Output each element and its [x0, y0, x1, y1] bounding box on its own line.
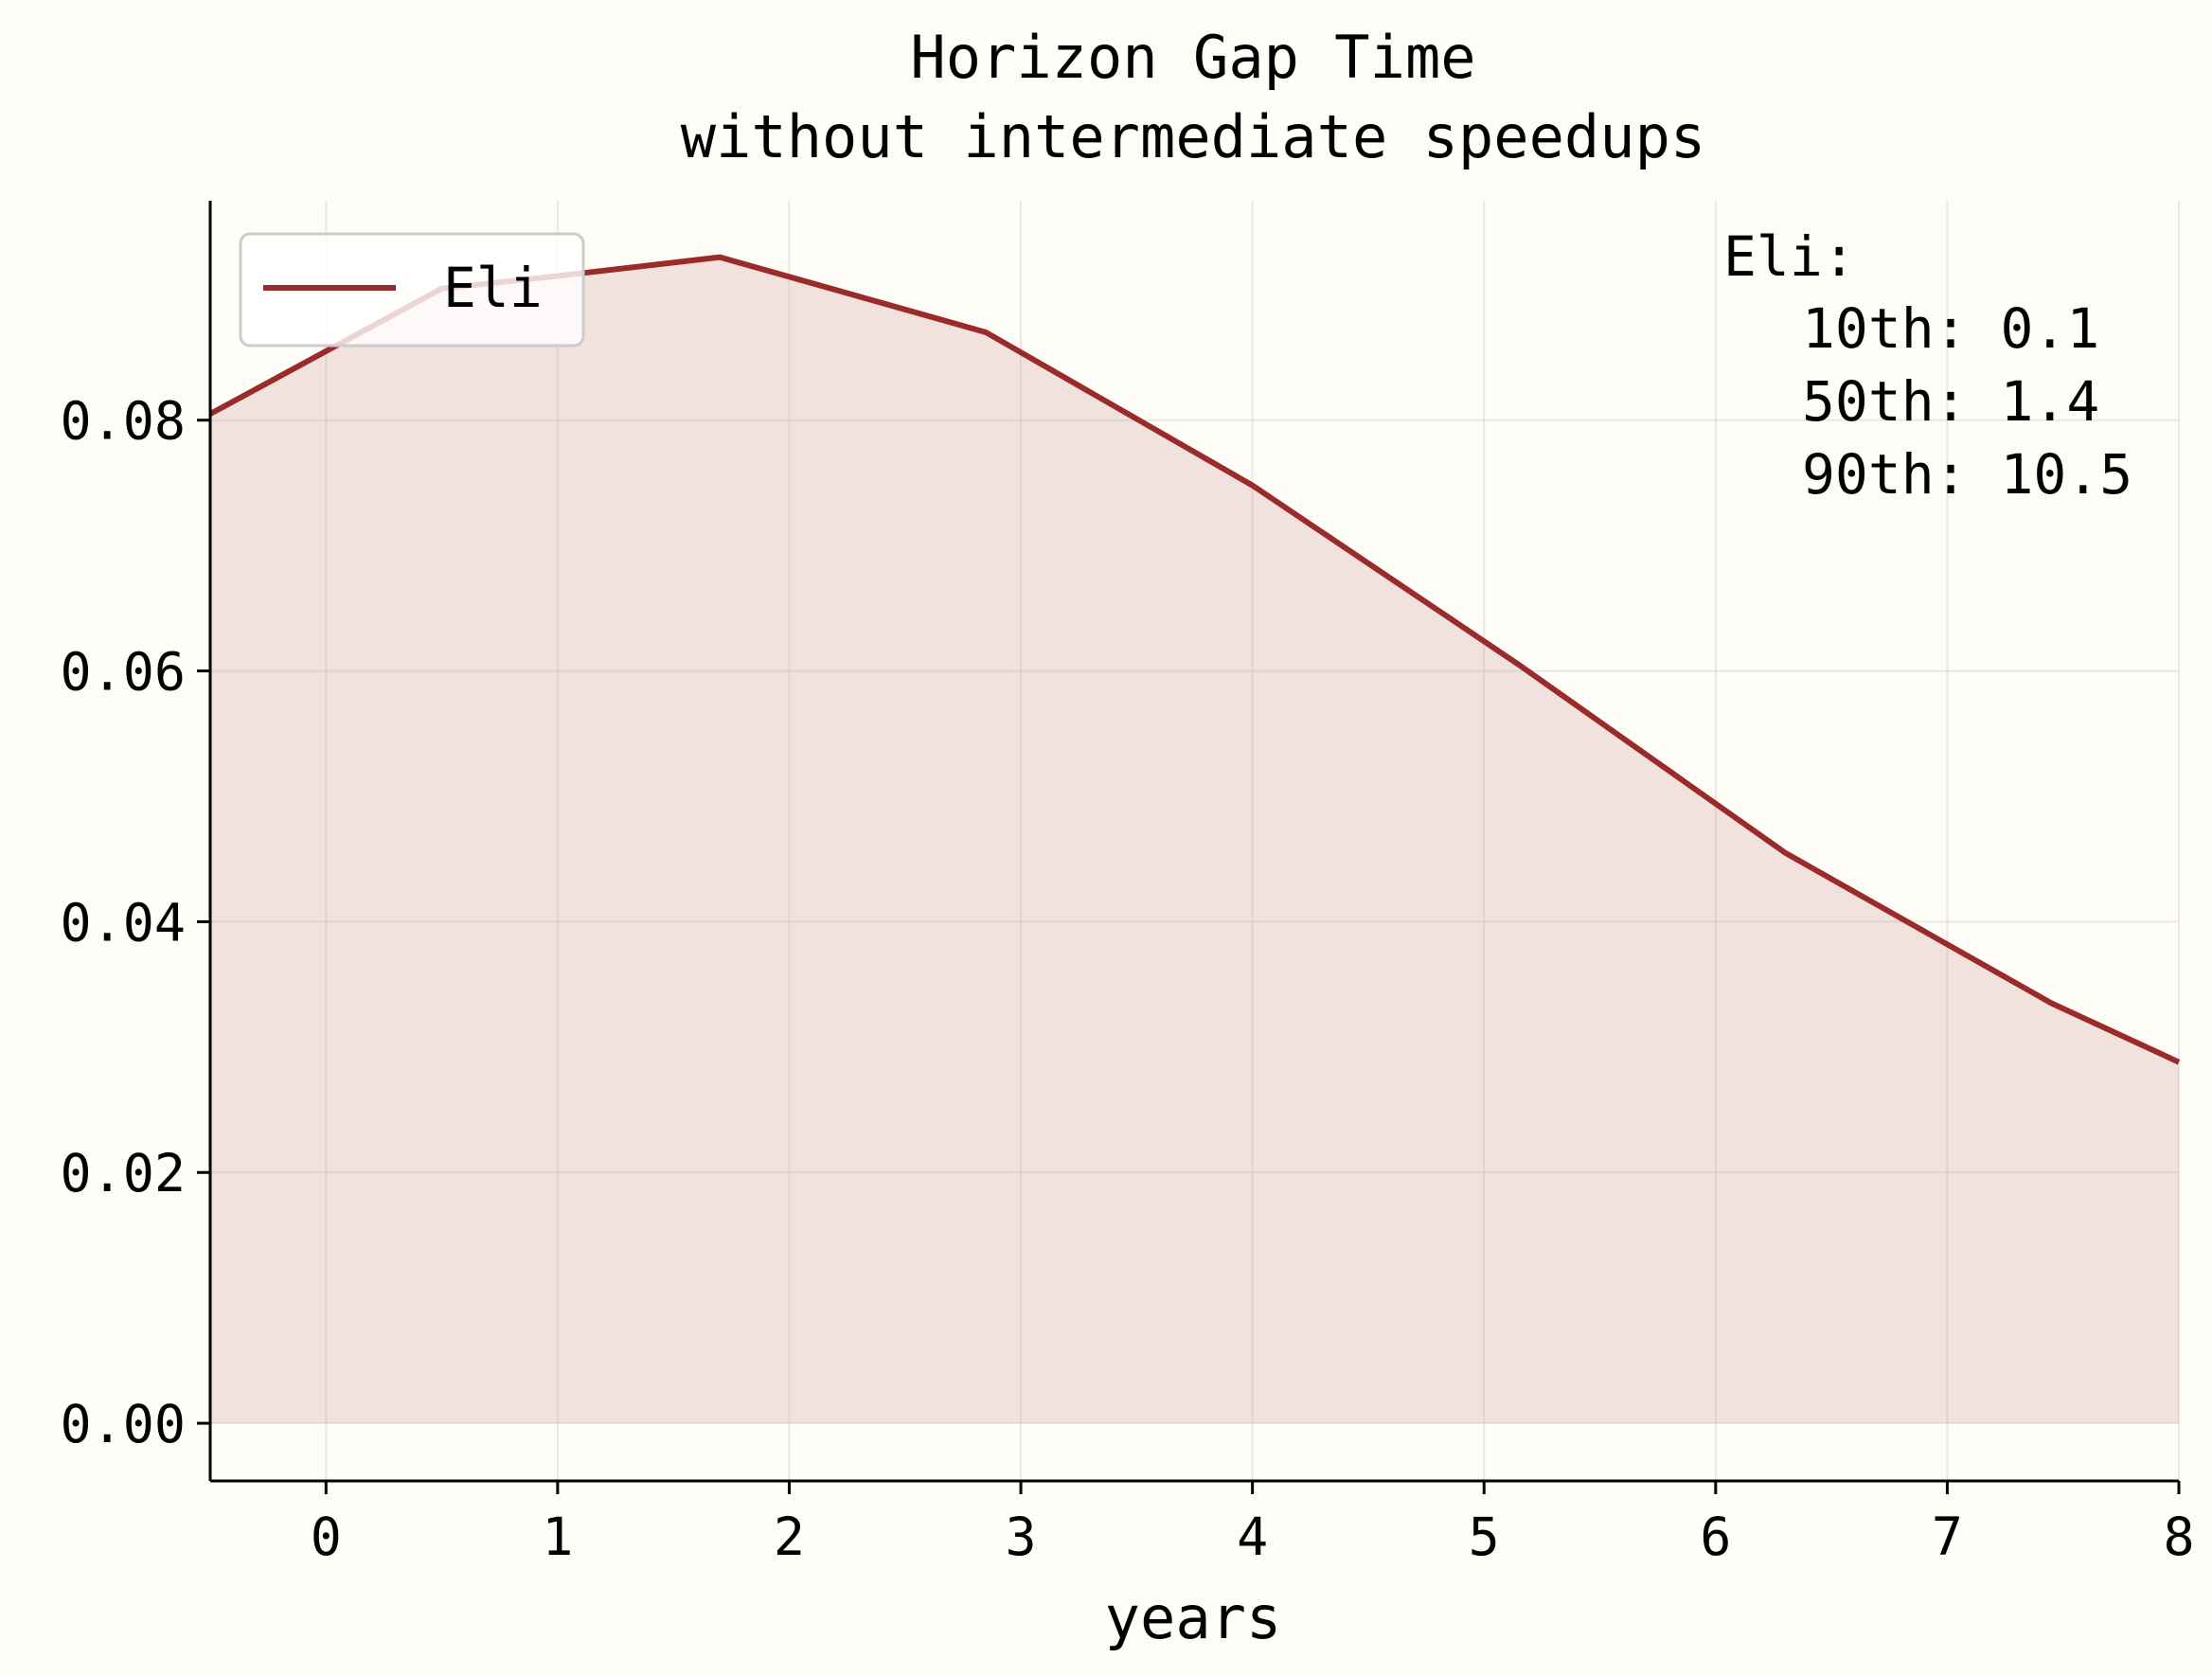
- legend-label-eli: Eli: [443, 256, 543, 320]
- y-tick-label: 0.08: [61, 391, 186, 452]
- x-tick-label: 1: [542, 1507, 573, 1567]
- x-tick-label: 4: [1237, 1507, 1268, 1567]
- y-tick-label: 0.06: [61, 642, 186, 703]
- x-tick-label: 7: [1932, 1507, 1963, 1567]
- legend-frame: [239, 232, 585, 348]
- y-tick-label: 0.00: [61, 1394, 186, 1454]
- x-tick-label: 0: [311, 1507, 342, 1567]
- y-tick-label: 0.02: [61, 1143, 186, 1204]
- x-axis-label: years: [1105, 1583, 1282, 1652]
- axes: [208, 201, 2179, 1483]
- x-tick-label: 6: [1700, 1507, 1731, 1567]
- x-tick-label: 2: [774, 1507, 805, 1567]
- legend: Eli: [239, 232, 585, 348]
- annotation-90th: 90th: 10.5: [1802, 442, 2132, 507]
- chart-title-line-2: without intermediate speedups: [681, 102, 1706, 171]
- x-tick-label: 3: [1005, 1507, 1036, 1567]
- chart-title-line-1: Horizon Gap Time: [910, 23, 1475, 92]
- x-tick-label: 5: [1469, 1507, 1500, 1567]
- annotation-50th: 50th: 1.4: [1802, 369, 2099, 434]
- grid: [210, 201, 2180, 1481]
- y-tick-label: 0.04: [61, 892, 186, 953]
- series-area-eli: [210, 257, 2179, 1424]
- percentile-annotation: Eli: 10th: 0.1 50th: 1.4 90th: 10.5: [1723, 224, 2132, 507]
- annotation-header: Eli:: [1723, 224, 1856, 289]
- x-axis-ticks: 0 1 2 3 4 5 6 7 8: [311, 1481, 2195, 1567]
- area-fill-layer: [210, 257, 2179, 1424]
- annotation-10th: 10th: 0.1: [1802, 296, 2099, 361]
- y-axis-ticks: 0.00 0.02 0.04 0.06 0.08: [61, 391, 210, 1454]
- x-tick-label: 8: [2163, 1507, 2194, 1567]
